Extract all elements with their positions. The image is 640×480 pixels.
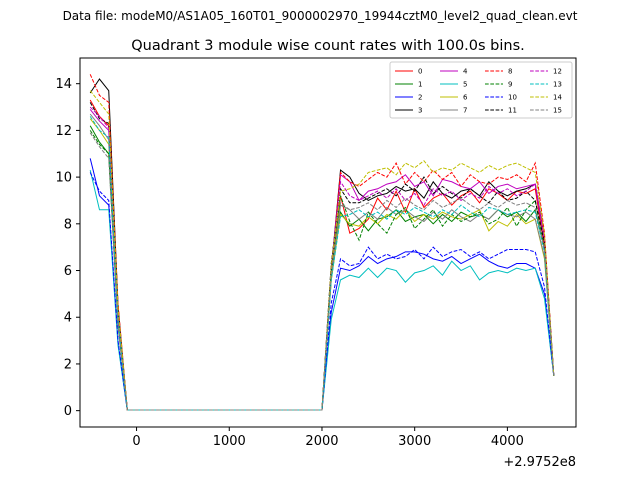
legend-label-3: 3 bbox=[418, 107, 422, 115]
y-tick-label: 2 bbox=[64, 357, 72, 372]
chart-title: Quadrant 3 module wise count rates with … bbox=[131, 38, 525, 54]
y-tick-label: 6 bbox=[64, 264, 72, 279]
legend-label-7: 7 bbox=[463, 107, 467, 115]
legend-label-0: 0 bbox=[418, 68, 422, 76]
y-tick-label: 14 bbox=[55, 77, 72, 92]
y-tick-label: 0 bbox=[64, 404, 72, 419]
legend-label-15: 15 bbox=[553, 107, 562, 115]
legend-label-9: 9 bbox=[508, 81, 512, 89]
series-layer bbox=[89, 74, 555, 411]
legend-label-10: 10 bbox=[508, 94, 517, 102]
series-line-14 bbox=[89, 90, 555, 411]
x-axis-offset-label: +2.9752e8 bbox=[503, 455, 576, 470]
plot-frame bbox=[79, 57, 577, 428]
x-tick-label: 1000 bbox=[213, 434, 246, 449]
series-line-6 bbox=[89, 118, 555, 411]
legend-label-8: 8 bbox=[508, 68, 512, 76]
series-line-7 bbox=[89, 113, 555, 411]
series-line-15 bbox=[89, 132, 555, 411]
legend-label-6: 6 bbox=[463, 94, 468, 102]
legend-label-5: 5 bbox=[463, 81, 467, 89]
series-line-10 bbox=[89, 172, 555, 411]
legend-label-1: 1 bbox=[418, 81, 422, 89]
series-line-12 bbox=[89, 106, 555, 411]
y-axis: 0 2 4 6 8 10 12 14 bbox=[55, 77, 80, 419]
y-tick-label: 4 bbox=[64, 311, 72, 326]
y-tick-label: 12 bbox=[55, 124, 72, 139]
y-tick-label: 10 bbox=[55, 171, 72, 186]
legend-label-14: 14 bbox=[553, 94, 562, 102]
series-line-1 bbox=[89, 125, 555, 411]
series-line-4 bbox=[89, 109, 555, 411]
chart-suptitle: Data file: modeM0/AS1A05_160T01_90000029… bbox=[63, 9, 578, 23]
x-tick-label: 0 bbox=[132, 434, 140, 449]
legend-label-13: 13 bbox=[553, 81, 562, 89]
legend-box bbox=[389, 61, 573, 119]
series-line-13 bbox=[89, 116, 555, 411]
x-axis: 0 1000 2000 3000 4000 bbox=[132, 427, 524, 449]
series-line-8 bbox=[89, 74, 555, 411]
series-line-5 bbox=[89, 169, 555, 411]
x-tick-label: 2000 bbox=[305, 434, 338, 449]
legend-label-4: 4 bbox=[463, 68, 468, 76]
y-tick-label: 8 bbox=[64, 217, 72, 232]
x-tick-label: 4000 bbox=[491, 434, 524, 449]
series-line-9 bbox=[89, 130, 555, 411]
x-tick-label: 3000 bbox=[398, 434, 431, 449]
legend-label-11: 11 bbox=[508, 107, 517, 115]
legend-label-2: 2 bbox=[418, 94, 422, 102]
series-line-11 bbox=[89, 102, 555, 411]
legend-label-12: 12 bbox=[553, 68, 562, 76]
series-line-3 bbox=[89, 78, 555, 411]
